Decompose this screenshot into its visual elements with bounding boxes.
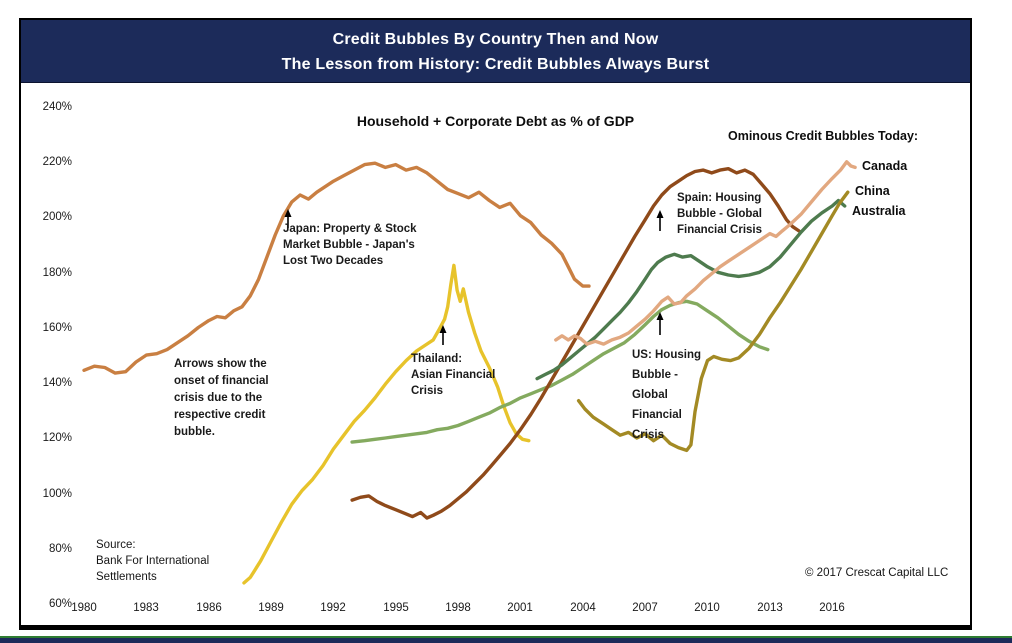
annotation-us-line: Financial [632,409,682,421]
chart-title: Household + Corporate Debt as % of GDP [356,113,635,129]
source-line: Bank For International [96,555,210,567]
title-bar: Credit Bubbles By Country Then and Now T… [21,20,970,83]
y-tick-label: 120% [42,432,72,444]
series-line-china [576,190,850,453]
annotation-note-line: bubble. [174,426,215,438]
footer-green-line [0,636,1012,638]
crisis-arrow-icon [439,325,447,345]
x-tick-label: 2010 [694,602,720,614]
annotation-us-line: Bubble - [632,369,678,381]
annotation-note-line: respective credit [174,409,266,421]
x-tick-label: 1998 [445,602,471,614]
annotation-thailand-line: Asian Financial [411,369,496,381]
x-tick-label: 1995 [383,602,409,614]
series-label-australia: Australia [852,204,906,218]
annotation-japan-line: Lost Two Decades [283,255,384,267]
source-line: Source: [96,539,136,551]
chart-frame: Credit Bubbles By Country Then and Now T… [19,18,972,630]
annotation-thailand-line: Thailand: [411,353,463,365]
series-line-japan [82,161,591,375]
source-note: Source: Bank For International Settlemen… [96,537,209,585]
series-label-china: China [855,184,890,198]
annotation-japan: Japan: Property & Stock Market Bubble - … [283,221,417,269]
series-line-thailand [242,263,531,585]
annotation-spain-line: Financial Crisis [677,224,763,236]
x-tick-label: 2013 [757,602,783,614]
annotation-us: US: Housing Bubble - Global Financial Cr… [632,345,701,445]
annotation-thailand: Thailand: Asian Financial Crisis [411,351,495,399]
annotation-note-line: crisis due to the [174,392,263,404]
annotation-spain-line: Bubble - Global [677,208,762,220]
crisis-arrow-icon [284,209,292,228]
y-tick-label: 200% [42,211,72,223]
x-tick-label: 2007 [632,602,658,614]
y-tick-label: 240% [42,101,72,113]
x-tick-label: 2016 [819,602,845,614]
series-line-us [350,299,770,444]
series-label-canada: Canada [862,159,908,173]
x-tick-label: 1983 [133,602,159,614]
crisis-arrow-icon [656,210,664,231]
crisis-arrow-icon [656,312,664,335]
y-tick-label: 160% [42,322,72,334]
annotation-arrows-note: Arrows show the onset of financial crisi… [174,356,269,441]
annotation-us-line: US: Housing [632,349,701,361]
y-tick-label: 100% [42,488,72,500]
series-line-australia [535,198,847,381]
annotation-note-line: onset of financial [174,375,269,387]
annotation-thailand-line: Crisis [411,385,443,397]
annotation-japan-line: Market Bubble - Japan's [283,239,415,251]
y-tick-label: 180% [42,267,72,279]
annotation-spain-line: Spain: Housing [677,192,762,204]
title-line-1: Credit Bubbles By Country Then and Now [332,31,659,48]
x-tick-label: 1986 [196,602,222,614]
y-tick-label: 140% [42,377,72,389]
copyright-note: © 2017 Crescat Capital LLC [805,567,949,579]
x-tick-label: 1992 [320,602,346,614]
series-line-spain [350,166,801,520]
annotation-spain: Spain: Housing Bubble - Global Financial… [677,190,762,238]
annotation-us-line: Crisis [632,429,664,441]
annotation-note-line: Arrows show the [174,358,267,370]
x-tick-label: 1989 [258,602,284,614]
y-tick-label: 220% [42,156,72,168]
y-tick-label: 80% [48,543,72,555]
footer-navy-bar [0,638,1012,643]
ominous-heading: Ominous Credit Bubbles Today: [728,129,919,143]
title-line-2: The Lesson from History: Credit Bubbles … [281,56,710,73]
annotation-us-line: Global [632,389,668,401]
source-line: Settlements [96,571,157,583]
x-tick-label: 1980 [71,602,97,614]
y-tick-label: 60% [48,598,72,610]
x-tick-label: 2004 [570,602,596,614]
series-line-canada [554,160,857,346]
annotation-japan-line: Japan: Property & Stock [283,223,417,235]
x-tick-label: 2001 [507,602,533,614]
